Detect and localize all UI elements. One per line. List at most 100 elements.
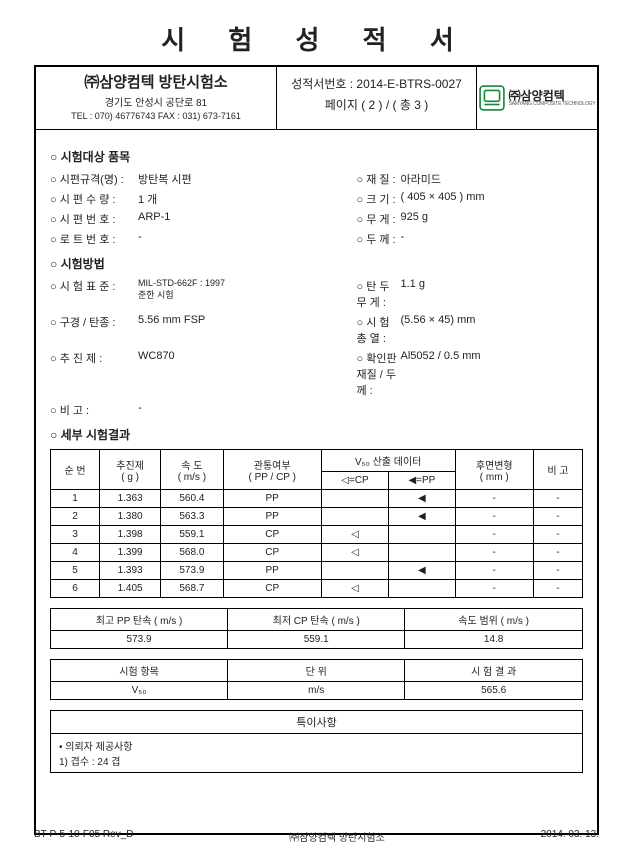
table-row: 21.380563.3PP◀-- [51,508,583,526]
res-r1: V₅₀ [51,682,228,700]
kv-value: 1.1 g [401,278,584,310]
cell-note: - [533,580,582,598]
sec3-title: ○ 세부 시험결과 [50,426,583,443]
th-pp: ◀=PP [389,472,455,490]
sum-h2: 최저 CP 탄속 ( m/s ) [228,609,405,631]
header-right: ㈜삼양컴텍 SAMYANG COMPOSITE TECHNOLOGY [477,67,597,129]
res-r2: m/s [228,682,405,700]
summary-table: 최고 PP 탄속 ( m/s ) 최저 CP 탄속 ( m/s ) 속도 범위 … [50,608,583,649]
org-addr: 경기도 안성시 공단로 81 [36,94,276,109]
page-title: 시 험 성 적 서 [34,20,599,57]
cell-def: - [455,562,533,580]
th-note: 비 고 [533,450,582,490]
cell-pen: CP [223,580,321,598]
kv-label: 시 편 수 량 : [50,191,138,207]
sum-v1: 573.9 [51,631,228,649]
logo-icon [479,85,505,111]
cell-prop: 1.399 [100,544,161,562]
kv-value: 아라미드 [401,171,584,187]
cell-vel: 563.3 [161,508,223,526]
cell-vel: 559.1 [161,526,223,544]
cell-def: - [455,580,533,598]
res-h3: 시 험 결 과 [405,660,583,682]
kv-label: 재 질 : [357,171,401,187]
res-r3: 565.6 [405,682,583,700]
cell-vel: 568.7 [161,580,223,598]
cell-pp: ◀ [389,508,455,526]
cell-n: 5 [51,562,100,580]
kv-label: 무 게 : [357,211,401,227]
cell-vel: 573.9 [161,562,223,580]
cell-def: - [455,544,533,562]
sum-v2: 559.1 [228,631,405,649]
kv-label: 시 편 번 호 : [50,211,138,227]
cell-pp [389,580,455,598]
kv-value: MIL-STD-662F : 1997 준한 시험 [138,278,317,310]
cell-vel: 568.0 [161,544,223,562]
kv-label: 탄 두 무 게 : [357,278,401,310]
report-no: 성적서번호 : 2014-E-BTRS-0027 [277,75,476,92]
cell-def: - [455,490,533,508]
th-prop: 추진제( g ) [100,450,161,490]
kv-label: 시 험 표 준 : [50,278,138,310]
cell-n: 6 [51,580,100,598]
frame: ㈜삼양컴텍 방탄시험소 경기도 안성시 공단로 81 TEL : 070) 46… [34,65,599,835]
notes-body: • 의뢰자 제공사항1) 겹수 : 24 겹 [51,734,582,772]
kv-label: 두 께 : [357,231,401,247]
sec1-title: ○ 시험대상 품목 [50,148,583,165]
cell-vel: 560.4 [161,490,223,508]
th-pen: 관통여부( PP / CP ) [223,450,321,490]
cell-pen: CP [223,544,321,562]
cell-note: - [533,526,582,544]
cell-cp: ◁ [321,544,388,562]
cell-cp [321,562,388,580]
cell-prop: 1.398 [100,526,161,544]
kv-value: - [138,402,317,418]
cell-pp [389,544,455,562]
cell-prop: 1.363 [100,490,161,508]
th-seq: 순 번 [51,450,100,490]
table-row: 51.393573.9PP◀-- [51,562,583,580]
kv-row: 시 편 수 량 :1 개크 기 :( 405 × 405 ) mm [50,191,583,207]
kv-label: 로 트 번 호 : [50,231,138,247]
kv-label: 시 험 총 열 : [357,314,401,346]
cell-pp: ◀ [389,490,455,508]
kv-label: 비 고 : [50,402,138,418]
kv-label: 확인판 재질 / 두께 : [357,350,401,398]
sum-h1: 최고 PP 탄속 ( m/s ) [51,609,228,631]
footer-center: ㈜삼양컴텍 방탄시험소 [289,829,385,844]
cell-pen: PP [223,562,321,580]
cell-prop: 1.380 [100,508,161,526]
kv-value: WC870 [138,350,317,398]
kv-label: 시편규격(명) : [50,171,138,187]
org-name: ㈜삼양컴텍 방탄시험소 [36,71,276,92]
th-vel: 속 도( m/s ) [161,450,223,490]
sum-h3: 속도 범위 ( m/s ) [405,609,583,631]
cell-n: 1 [51,490,100,508]
results-table: 순 번 추진제( g ) 속 도( m/s ) 관통여부( PP / CP ) … [50,449,583,598]
cell-pen: CP [223,526,321,544]
table-row: 31.398559.1CP◁-- [51,526,583,544]
th-v50: V₅₀ 산출 데이터 [321,450,455,472]
footer: BT-P-5-10-F05 Rev_D ㈜삼양컴텍 방탄시험소 2014. 03… [34,829,599,844]
kv-value: - [401,231,584,247]
res-h1: 시험 항목 [51,660,228,682]
kv-row: 시 험 표 준 :MIL-STD-662F : 1997 준한 시험 탄 두 무 … [50,278,583,310]
kv-value: ( 405 × 405 ) mm [401,191,584,207]
brand: ㈜삼양컴텍 [509,90,596,102]
cell-cp: ◁ [321,580,388,598]
footer-right: 2014. 03. 13. [541,829,599,844]
cell-cp [321,490,388,508]
kv-row: 로 트 번 호 :-두 께 :- [50,231,583,247]
cell-pp: ◀ [389,562,455,580]
sum-v3: 14.8 [405,631,583,649]
footer-left: BT-P-5-10-F05 Rev_D [34,829,133,844]
kv-label: 추 진 제 : [50,350,138,398]
cell-n: 4 [51,544,100,562]
kv-row: 시편규격(명) :방탄복 시편재 질 :아라미드 [50,171,583,187]
cell-note: - [533,544,582,562]
kv-row: 비 고 :- [50,402,583,418]
sec2-title: ○ 시험방법 [50,255,583,272]
cell-pp [389,526,455,544]
header-left: ㈜삼양컴텍 방탄시험소 경기도 안성시 공단로 81 TEL : 070) 46… [36,67,277,129]
